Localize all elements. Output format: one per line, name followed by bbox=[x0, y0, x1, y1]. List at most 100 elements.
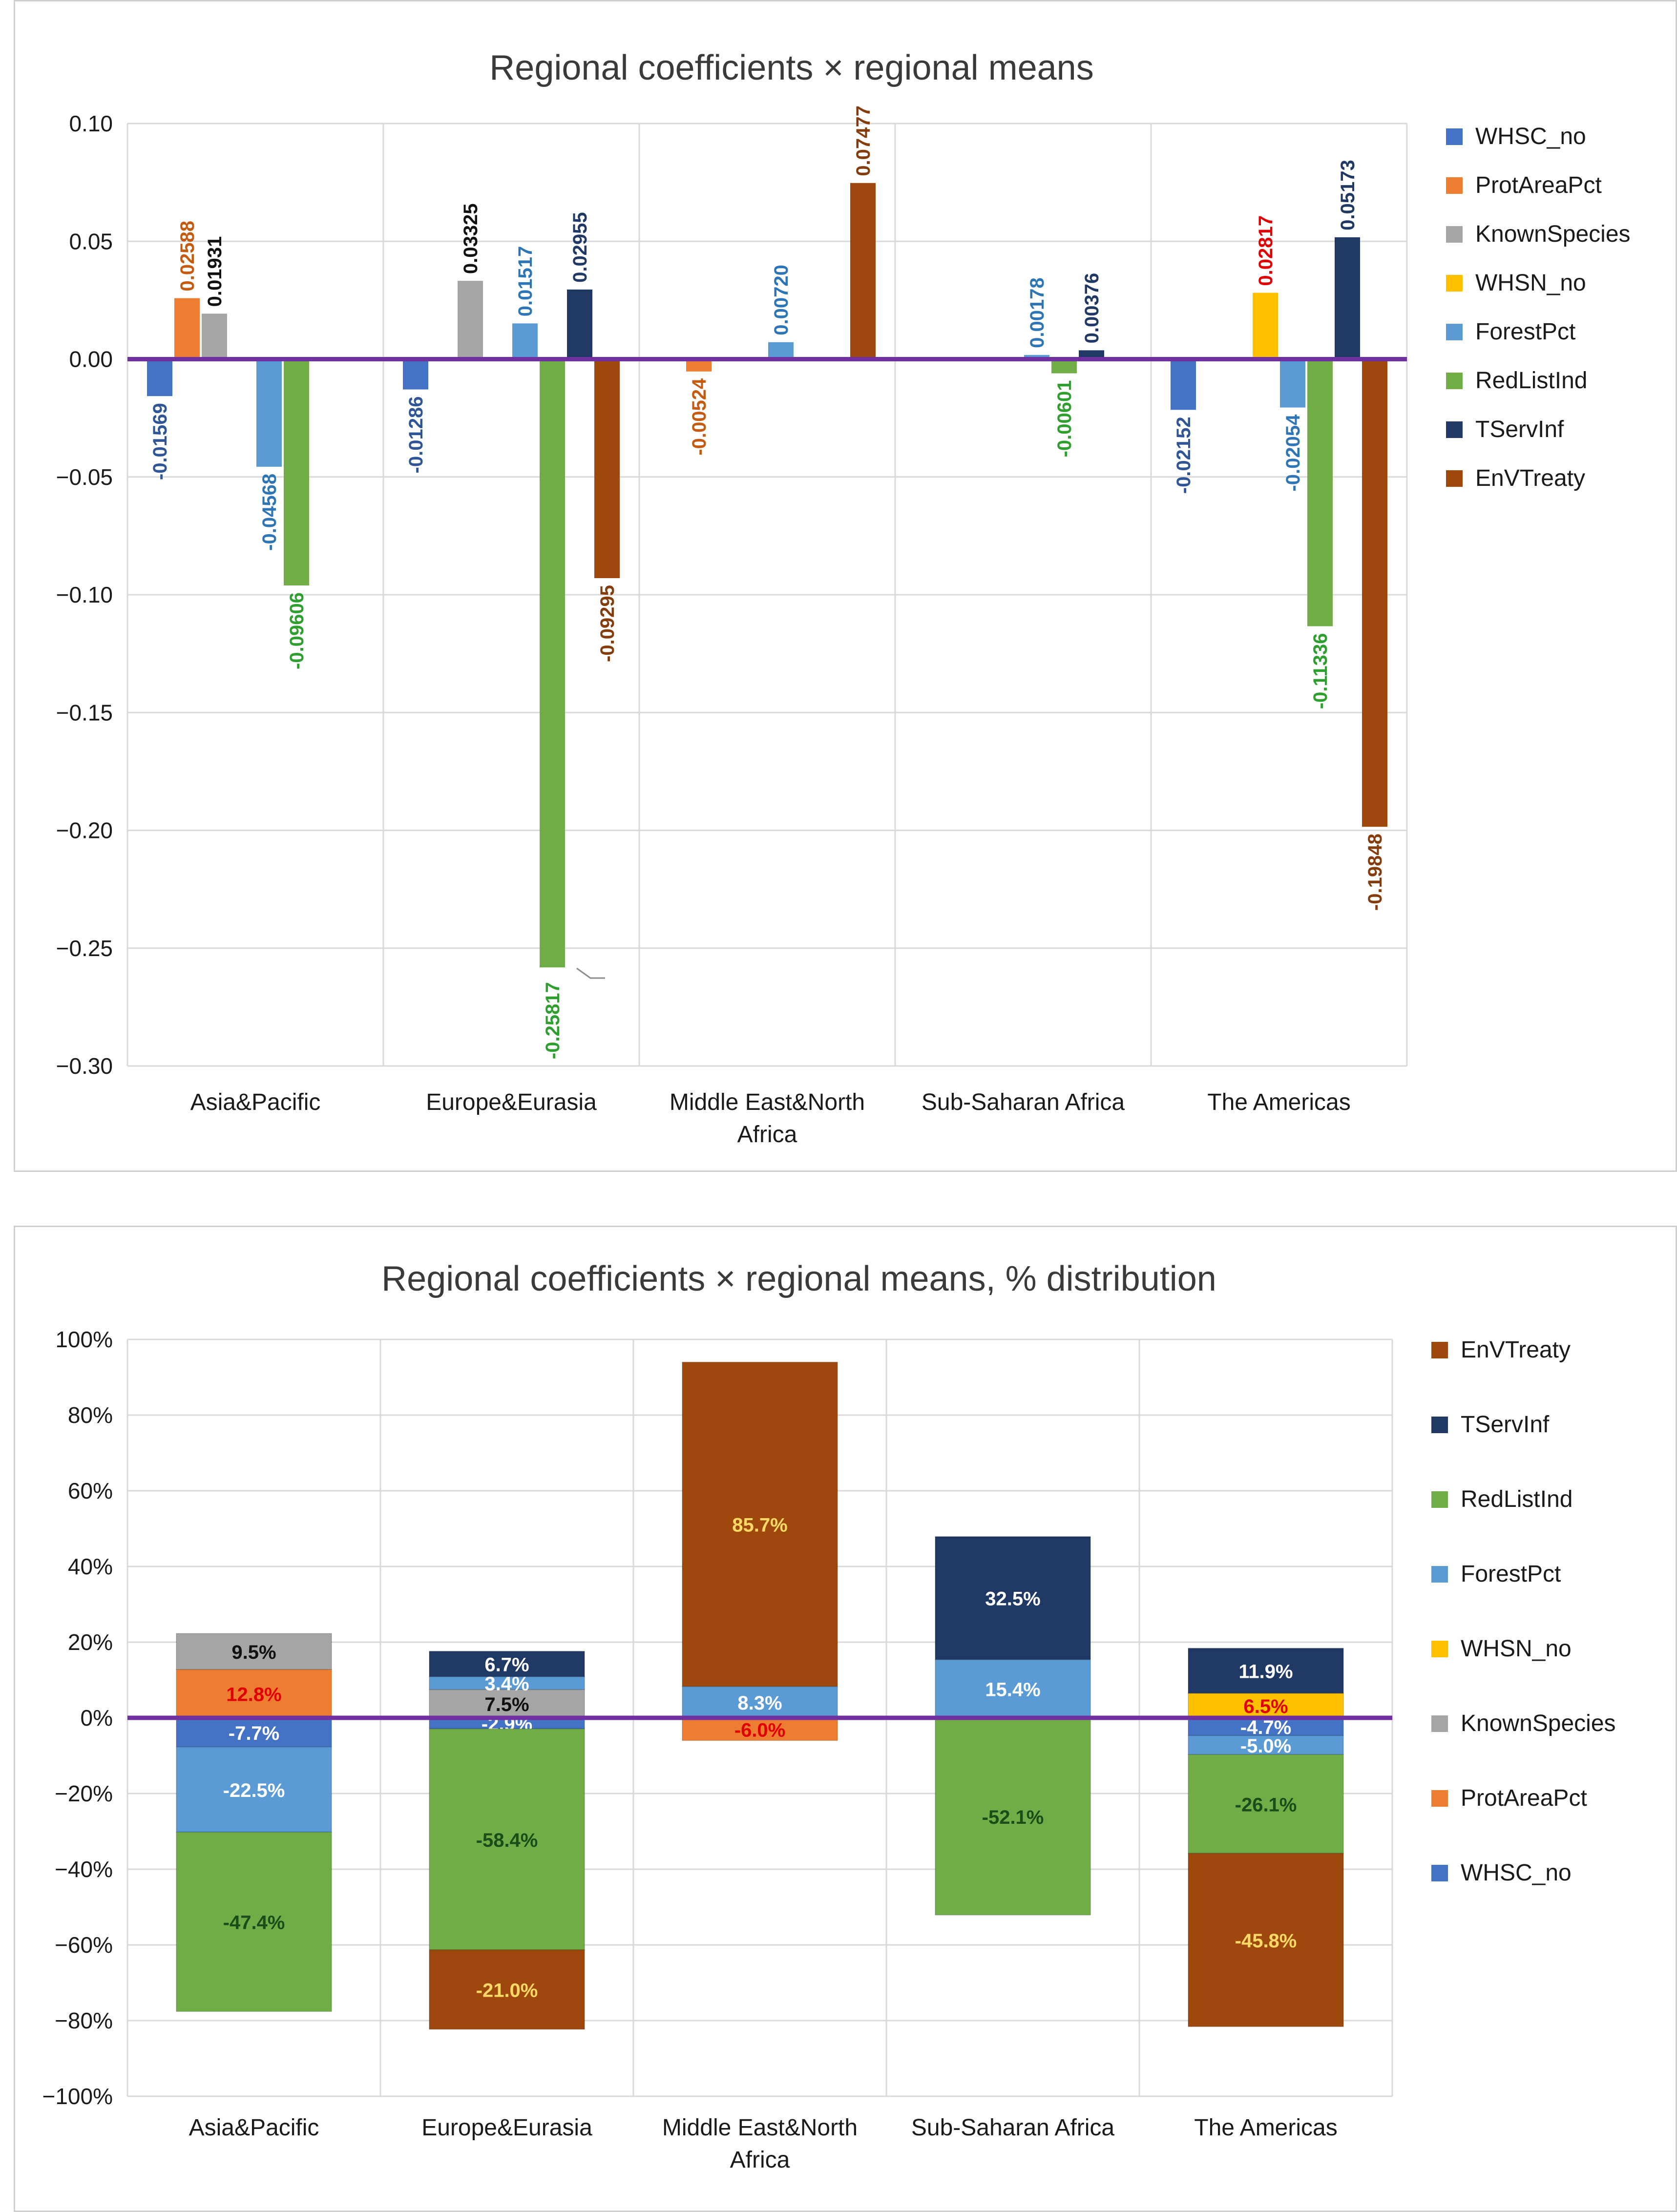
chart-2-data-label-forestpct-middle-east-north-africa: 8.3% bbox=[737, 1692, 782, 1714]
chart-1-legend-swatch-protareapct bbox=[1446, 177, 1463, 194]
chart-1-bar-tservinf-the-americas bbox=[1335, 237, 1360, 359]
chart-1-y-tick: 0.00 bbox=[69, 347, 113, 372]
chart-2-bar-forestpct-asia-pacific bbox=[176, 1746, 332, 1833]
chart-2-bar-redlistind-europe-eurasia bbox=[429, 1728, 585, 1951]
chart-1-y-tick: 0.10 bbox=[69, 111, 113, 136]
chart-1-data-label-tservinf-the-americas: 0.05173 bbox=[1337, 160, 1359, 230]
chart-2-bar-forestpct-europe-eurasia bbox=[429, 1676, 585, 1690]
chart-1-bar-redlistind-asia-pacific bbox=[284, 359, 309, 585]
chart-2-panel: Regional coefficients × regional means, … bbox=[14, 1226, 1677, 2212]
chart-1-bar-redlistind-sub-saharan-africa bbox=[1051, 359, 1077, 374]
chart-2-data-label-redlistind-sub-saharan-africa: -52.1% bbox=[982, 1807, 1044, 1828]
chart-1-legend-swatch-redlistind bbox=[1446, 373, 1463, 389]
chart-2-bar-tservinf-the-americas bbox=[1188, 1648, 1344, 1694]
chart-2-y-tick: 100% bbox=[55, 1327, 113, 1352]
chart-2-legend-swatch-knownspecies bbox=[1431, 1715, 1448, 1732]
chart-2-legend-label-knownspecies: KnownSpecies bbox=[1461, 1711, 1616, 1736]
chart-1-bar-forestpct-the-americas bbox=[1280, 359, 1305, 408]
chart-2-bar-envtreaty-europe-eurasia bbox=[429, 1949, 585, 2030]
chart-1-bar-whsc-no-asia-pacific bbox=[147, 359, 172, 396]
chart-2-legend-swatch-forestpct bbox=[1431, 1566, 1448, 1583]
chart-2-x-tick-the-americas: The Americas bbox=[1194, 2115, 1337, 2141]
chart-2-data-label-whsc-no-asia-pacific: -7.7% bbox=[229, 1723, 280, 1744]
chart-1-x-tick-middle-east-north-africa: Middle East&North Africa bbox=[670, 1089, 865, 1148]
chart-2-bar-protareapct-asia-pacific bbox=[176, 1669, 332, 1718]
chart-2-bar-tservinf-europe-eurasia bbox=[429, 1650, 585, 1677]
chart-2-legend-label-protareapct: ProtAreaPct bbox=[1461, 1785, 1587, 1811]
chart-1-bar-forestpct-europe-eurasia bbox=[512, 323, 538, 359]
chart-2-data-label-tservinf-the-americas: 11.9% bbox=[1238, 1661, 1293, 1683]
chart-2-y-tick: 80% bbox=[68, 1402, 113, 1428]
chart-2-data-label-forestpct-the-americas: -5.0% bbox=[1240, 1735, 1292, 1757]
chart-2-y-tick: 0% bbox=[81, 1705, 113, 1731]
chart-2-y-tick: 60% bbox=[68, 1478, 113, 1503]
chart-2-y-tick: 20% bbox=[68, 1629, 113, 1655]
chart-1-bar-envtreaty-middle-east-north-africa bbox=[850, 183, 876, 359]
chart-2-title: Regional coefficients × regional means, … bbox=[381, 1259, 1216, 1298]
chart-1-data-label-forestpct-middle-east-north-africa: 0.00720 bbox=[771, 265, 792, 335]
chart-1-bar-envtreaty-europe-eurasia bbox=[594, 359, 620, 578]
chart-2-legend-swatch-redlistind bbox=[1431, 1491, 1448, 1508]
chart-1-leader-line bbox=[576, 967, 605, 979]
chart-1-legend-swatch-envtreaty bbox=[1446, 470, 1463, 487]
chart-1-legend-label-tservinf: TServInf bbox=[1475, 417, 1564, 442]
chart-1-panel: Regional coefficients × regional means 0.… bbox=[14, 0, 1677, 1172]
chart-2-y-tick: −60% bbox=[55, 1932, 113, 1958]
chart-2-y-tick: −80% bbox=[55, 2008, 113, 2033]
chart-1-bar-protareapct-asia-pacific bbox=[174, 298, 200, 359]
chart-2-legend-swatch-envtreaty bbox=[1431, 1342, 1448, 1358]
chart-1-data-label-forestpct-europe-eurasia: 0.01517 bbox=[515, 246, 536, 317]
chart-1-data-label-envtreaty-europe-eurasia: -0.09295 bbox=[597, 585, 618, 662]
chart-1-legend-swatch-knownspecies bbox=[1446, 226, 1463, 243]
chart-1-y-tick: −0.25 bbox=[56, 936, 113, 961]
chart-2-data-label-forestpct-asia-pacific: -22.5% bbox=[223, 1780, 285, 1801]
chart-1-bar-tservinf-europe-eurasia bbox=[567, 289, 592, 359]
chart-2-legend-swatch-whsn-no bbox=[1431, 1641, 1448, 1657]
chart-1-data-label-tservinf-europe-eurasia: 0.02955 bbox=[569, 212, 591, 283]
chart-1-y-tick: −0.30 bbox=[56, 1053, 113, 1079]
chart-2-legend-swatch-protareapct bbox=[1431, 1790, 1448, 1807]
chart-1-data-label-redlistind-asia-pacific: -0.09606 bbox=[286, 592, 308, 669]
chart-1-y-tick: −0.10 bbox=[56, 582, 113, 607]
chart-1-svg: Regional coefficients × regional means 0.… bbox=[56, 48, 1631, 1148]
chart-1-data-label-whsc-no-europe-eurasia: -0.01286 bbox=[405, 396, 427, 474]
chart-2-legend-label-redlistind: RedListInd bbox=[1461, 1486, 1572, 1512]
chart-1-title: Regional coefficients × regional means bbox=[489, 48, 1093, 87]
chart-2-data-label-whsc-no-the-americas: -4.7% bbox=[1240, 1717, 1292, 1738]
chart-1-y-tick: −0.15 bbox=[56, 700, 113, 725]
chart-1-legend-label-redlistind: RedListInd bbox=[1475, 368, 1587, 394]
chart-2-legend-swatch-whsc-no bbox=[1431, 1865, 1448, 1881]
chart-2-bar-redlistind-sub-saharan-africa bbox=[935, 1717, 1091, 1916]
chart-1-data-label-redlistind-europe-eurasia: -0.25817 bbox=[542, 982, 564, 1059]
chart-1-data-label-redlistind-the-americas: -0.11336 bbox=[1310, 633, 1331, 709]
chart-2-y-tick: −100% bbox=[42, 2084, 113, 2109]
chart-1-data-label-redlistind-sub-saharan-africa: -0.00601 bbox=[1054, 380, 1075, 457]
chart-2-legend-label-envtreaty: EnVTreaty bbox=[1461, 1337, 1571, 1363]
chart-2-bar-tservinf-sub-saharan-africa bbox=[935, 1536, 1091, 1660]
chart-2-data-label-envtreaty-europe-eurasia: -21.0% bbox=[476, 1980, 538, 2001]
chart-1-legend-label-protareapct: ProtAreaPct bbox=[1475, 172, 1602, 198]
chart-1-legend-label-forestpct: ForestPct bbox=[1475, 319, 1575, 345]
chart-2-data-label-protareapct-asia-pacific: 12.8% bbox=[226, 1684, 281, 1705]
chart-2-legend-label-tservinf: TServInf bbox=[1461, 1412, 1550, 1438]
chart-2-data-label-redlistind-asia-pacific: -47.4% bbox=[223, 1912, 285, 1934]
chart-1-legend-label-whsn-no: WHSN_no bbox=[1475, 270, 1586, 296]
chart-1-data-label-protareapct-middle-east-north-africa: -0.00524 bbox=[689, 378, 710, 456]
chart-1-data-label-whsc-no-asia-pacific: -0.01569 bbox=[149, 403, 171, 480]
chart-1-data-label-forestpct-the-americas: -0.02054 bbox=[1282, 414, 1304, 492]
chart-1-data-label-protareapct-asia-pacific: 0.02588 bbox=[177, 221, 198, 292]
chart-1-data-label-forestpct-sub-saharan-africa: 0.00178 bbox=[1027, 277, 1048, 348]
chart-1-y-tick: 0.05 bbox=[69, 229, 113, 254]
chart-1-data-label-envtreaty-middle-east-north-africa: 0.07477 bbox=[853, 105, 874, 176]
chart-2-legend-label-whsn-no: WHSN_no bbox=[1461, 1636, 1572, 1662]
chart-2-data-label-envtreaty-the-americas: -45.8% bbox=[1235, 1930, 1297, 1952]
chart-1-legend-label-knownspecies: KnownSpecies bbox=[1475, 221, 1631, 247]
chart-2-bar-envtreaty-middle-east-north-africa bbox=[682, 1361, 838, 1687]
chart-1-bar-redlistind-europe-eurasia bbox=[540, 359, 565, 968]
chart-2-y-tick: −40% bbox=[55, 1857, 113, 1882]
chart-1-bar-whsc-no-europe-eurasia bbox=[403, 359, 428, 390]
chart-2-bar-envtreaty-the-americas bbox=[1188, 1853, 1344, 2027]
chart-1-bar-tservinf-sub-saharan-africa bbox=[1079, 350, 1104, 359]
chart-1-x-tick-sub-saharan-africa: Sub-Saharan Africa bbox=[922, 1089, 1125, 1115]
chart-2-y-tick: 40% bbox=[68, 1554, 113, 1579]
